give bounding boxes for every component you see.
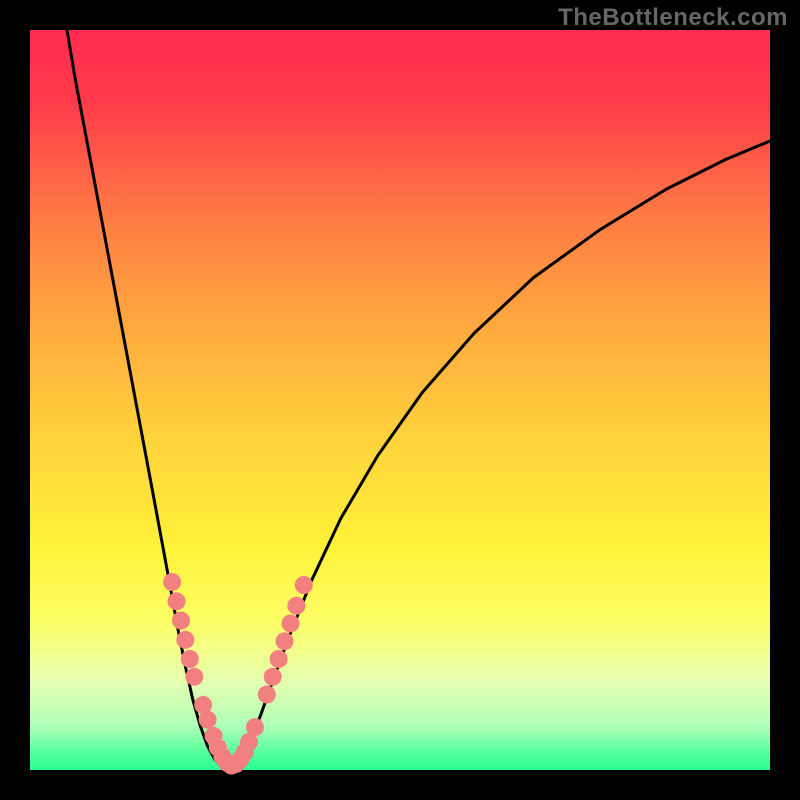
data-marker [295,576,313,594]
plot-background [30,30,770,770]
data-marker [176,631,194,649]
data-marker [185,668,203,686]
data-marker [270,650,288,668]
data-marker [199,711,217,729]
data-marker [264,668,282,686]
data-marker [287,597,305,615]
data-marker [281,614,299,632]
data-marker [181,650,199,668]
data-marker [172,612,190,630]
data-marker [163,573,181,591]
data-marker [246,718,264,736]
data-marker [276,632,294,650]
data-marker [168,592,186,610]
bottleneck-chart: TheBottleneck.com [0,0,800,800]
watermark-text: TheBottleneck.com [558,6,788,30]
chart-svg [0,0,800,800]
data-marker [258,686,276,704]
